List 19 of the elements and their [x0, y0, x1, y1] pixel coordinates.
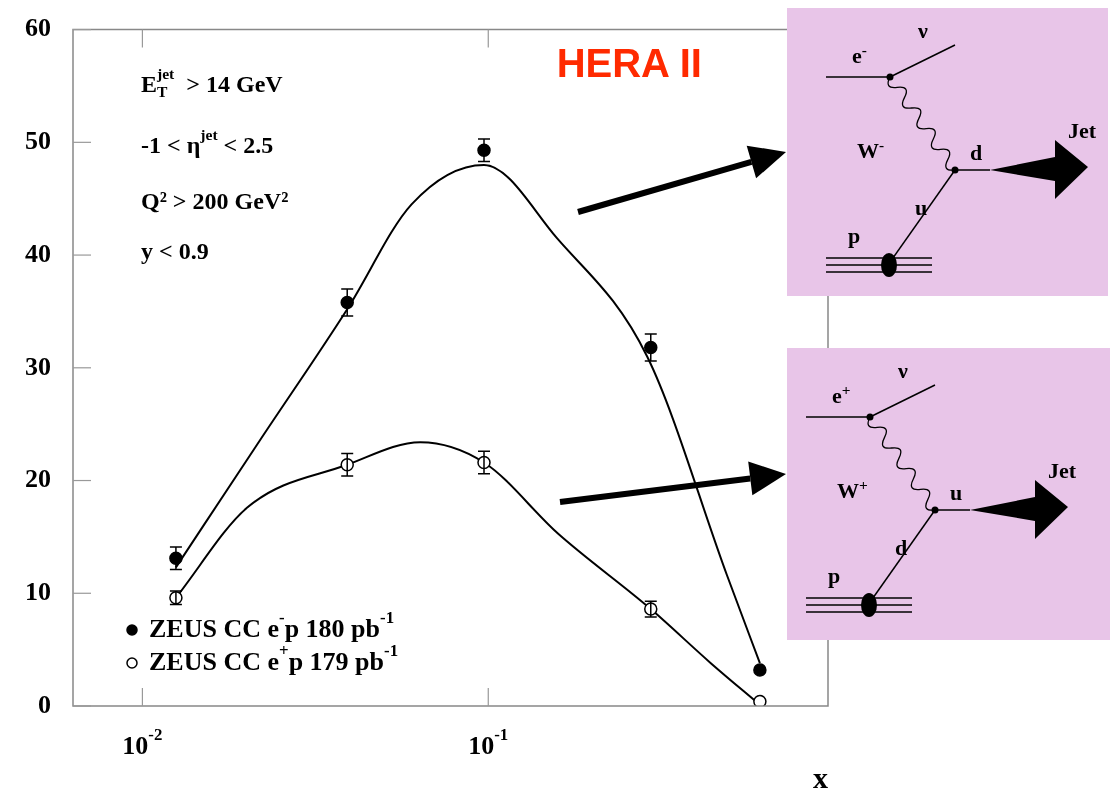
annotation: Q² > 200 GeV²: [141, 187, 289, 214]
y-tick-label: 30: [25, 351, 51, 381]
text: e$^{+}$: [832, 380, 851, 408]
text: ν: [898, 358, 908, 383]
text: d: [895, 535, 908, 560]
y-tick-label: 0: [38, 689, 51, 719]
y-tick-label: 50: [25, 126, 51, 156]
text: W$^{+}$: [837, 475, 868, 503]
x-axis-title: x: [813, 760, 828, 794]
y-tick-label: 20: [25, 464, 51, 494]
annotation: p: [828, 563, 841, 588]
annotation: HERA II: [556, 41, 702, 86]
y-tick-label: 40: [25, 238, 51, 268]
text: Jet: [1048, 458, 1077, 483]
feynman-diagram: e$^{-}$ ν W$^{-}$ d Jet u p: [787, 8, 1108, 296]
y-tick-label: 60: [25, 13, 51, 43]
y-tick-label: 10: [25, 576, 51, 606]
text: u: [950, 480, 963, 505]
annotation: y < 0.9: [141, 237, 209, 264]
